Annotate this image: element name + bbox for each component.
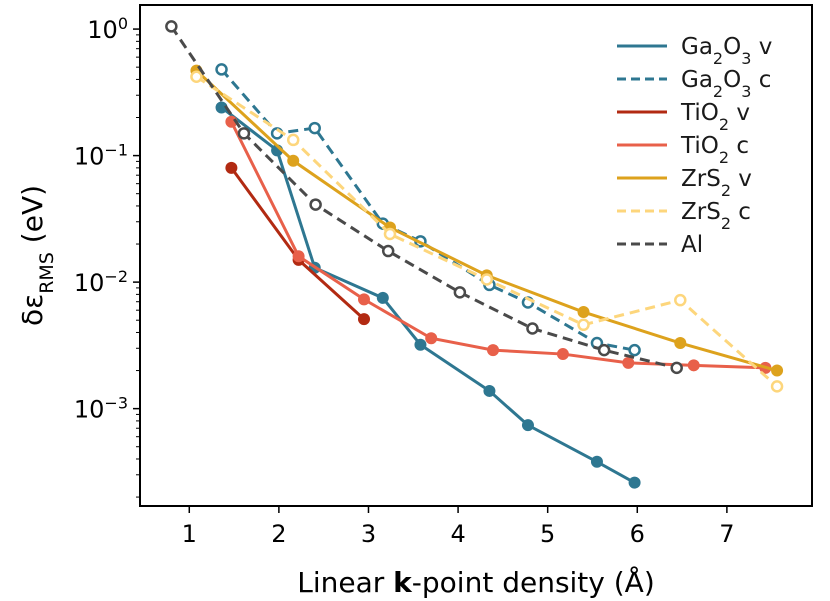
legend-label: ZrS2 v [681,166,752,200]
series-layer [165,20,784,489]
data-point [577,306,590,319]
data-point [480,273,494,286]
y-axis-label: δεRMS (eV) [16,185,58,326]
data-point [376,291,389,304]
data-point [597,343,611,357]
data-point [687,359,700,372]
data-point [225,115,238,128]
data-point [287,154,300,167]
data-point [215,63,228,76]
data-point [556,348,569,361]
legend-label: TiO2 v [680,100,750,134]
x-tick-label: 4 [450,520,465,548]
legend-label: Ga2O3 v [681,34,772,68]
data-point [577,318,590,332]
data-point [622,356,635,369]
data-point [286,133,300,147]
data-point [292,250,305,263]
data-point [381,244,395,258]
y-tick-label: 100 [87,14,128,45]
series-ga2o3-v [215,101,641,489]
data-point [165,20,178,33]
series-zrs2-c [190,70,784,393]
x-axis-label: Linear k-point density (Å) [297,565,655,599]
data-point [483,384,496,397]
data-point [770,380,784,393]
data-point [309,198,322,211]
x-tick-label: 5 [540,520,555,548]
data-point [237,127,251,140]
legend-item: ZrS2 v [617,166,752,200]
data-point [383,227,397,241]
legend-label: TiO2 c [680,133,749,167]
data-point [425,332,438,345]
data-point [414,338,427,351]
legend-item: Al [617,232,703,258]
data-point [628,343,641,357]
series-tio2-v [225,161,370,326]
y-tick-label: 10−1 [74,140,128,171]
data-point [628,476,641,489]
data-point [674,337,687,350]
legend-label: Ga2O3 c [681,67,771,101]
x-tick-label: 1 [182,520,197,548]
data-point [526,322,539,335]
data-point [674,293,687,307]
data-point [308,121,321,135]
data-point [521,419,534,432]
data-point [215,101,228,114]
series-line [220,106,636,484]
legend-item: Ga2O3 v [617,34,772,68]
data-point [225,161,238,174]
series-line [230,166,366,321]
x-tick-label: 6 [630,520,645,548]
legend-label: ZrS2 c [681,199,751,233]
data-point [487,344,500,357]
data-point [590,455,603,468]
data-point [670,361,683,375]
legend-item: ZrS2 c [617,199,751,233]
data-point [190,70,203,83]
legend-item: Ga2O3 c [617,67,771,101]
series-ga2o3-c [215,63,641,357]
axes-layer: 1 2 3 4 5 6 7 100 10−1 10−2 10−3 [74,14,735,548]
data-point [358,313,370,326]
x-tick-label: 2 [271,520,286,548]
y-tick-label: 10−3 [74,393,128,424]
series-al [165,20,683,375]
data-point [771,364,784,377]
x-tick-label: 7 [719,520,734,548]
series-line [170,25,678,370]
legend-label: Al [681,232,703,258]
legend-item: TiO2 v [617,100,750,134]
y-tick-label: 10−2 [74,267,128,298]
data-point [453,286,467,299]
data-point [358,293,370,306]
legend-item: TiO2 c [617,133,749,167]
x-tick-label: 3 [361,520,376,548]
plot-frame [139,4,813,507]
